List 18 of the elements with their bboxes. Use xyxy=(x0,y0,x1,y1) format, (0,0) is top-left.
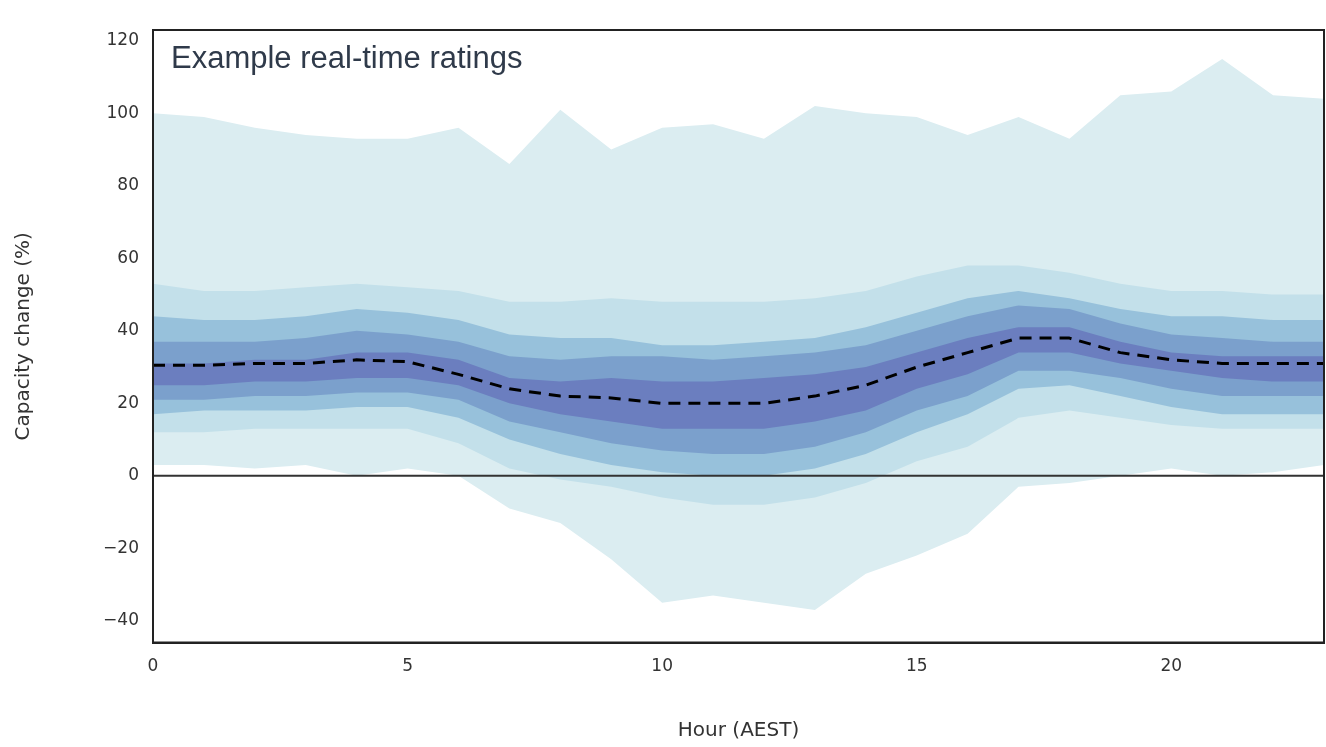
y-tick-label: −40 xyxy=(103,609,139,630)
y-tick-label: 0 xyxy=(128,464,139,485)
y-tick-label: 40 xyxy=(117,319,139,340)
y-tick-label: 80 xyxy=(117,174,139,195)
x-tick-label: 20 xyxy=(1160,655,1183,676)
x-axis-title: Hour (AEST) xyxy=(677,717,800,742)
y-tick-label: 100 xyxy=(106,101,139,122)
y-tick-label: 60 xyxy=(117,246,139,267)
line-series xyxy=(153,336,1324,405)
x-tick-label: 15 xyxy=(905,655,928,676)
y-tick-label: 20 xyxy=(117,391,139,412)
x-tick-label: 0 xyxy=(147,655,159,676)
chart-title: Example real-time ratings xyxy=(171,40,523,76)
y-axis-title: Capacity change (%) xyxy=(10,232,35,441)
x-tick-label: 10 xyxy=(651,655,673,676)
x-tick-label: 5 xyxy=(402,655,413,676)
y-tick-label: −20 xyxy=(103,536,139,557)
y-tick-label: 120 xyxy=(106,29,139,50)
